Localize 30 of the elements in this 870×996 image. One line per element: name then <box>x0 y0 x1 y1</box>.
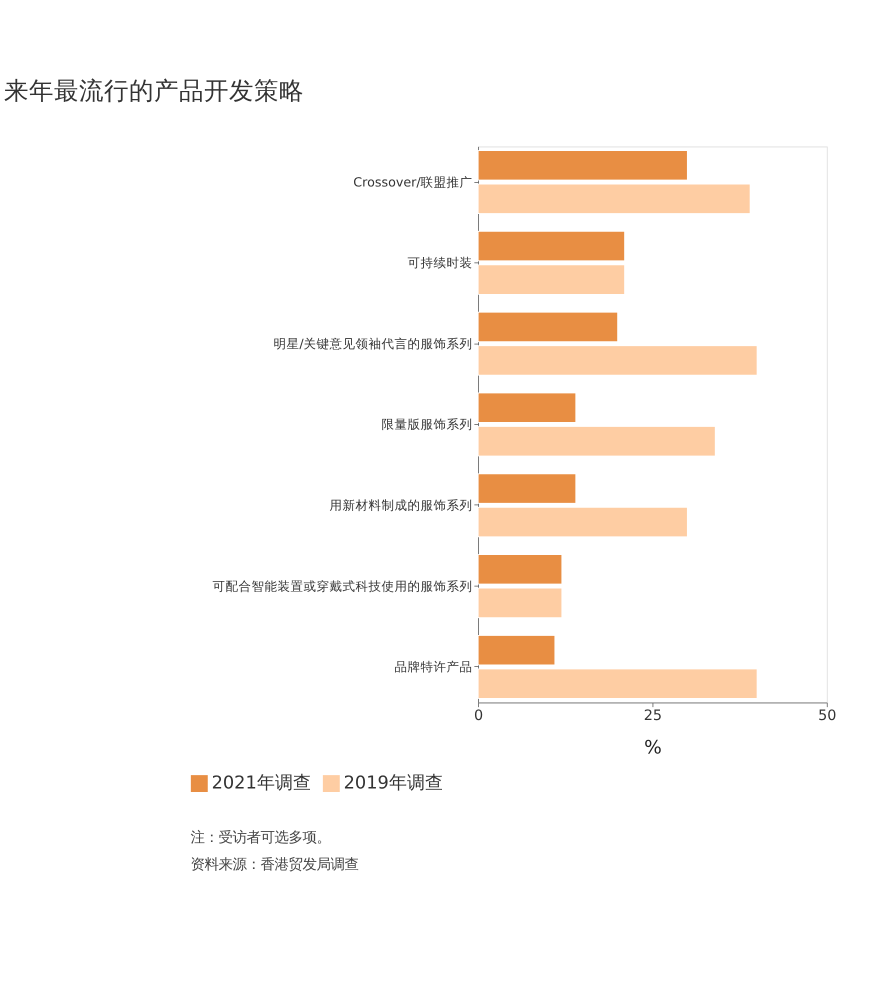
y-tick-label: 品牌特许产品 <box>394 659 473 674</box>
bar <box>478 150 688 180</box>
legend-label: 2019年调查 <box>344 774 443 794</box>
text: 资料来源：香港贸发局调查 <box>190 857 358 874</box>
x-tick-label: 50 <box>818 708 836 724</box>
bar <box>478 264 626 295</box>
bar <box>478 588 562 618</box>
y-tick-label: 明星/关键意见领袖代言的服饰系列 <box>273 336 473 351</box>
x-tick-label: 25 <box>644 708 662 724</box>
bar <box>478 392 576 423</box>
bar <box>478 312 618 342</box>
y-tick-label: 可配合智能装置或穿戴式科技使用的服饰系列 <box>212 578 473 594</box>
bar <box>478 230 626 262</box>
bar <box>478 554 562 585</box>
y-tick-label: Crossover/联盟推广 <box>353 174 473 190</box>
x-axis-title: % <box>644 738 662 759</box>
y-tick-label: 限量版服饰系列 <box>382 416 473 432</box>
bar <box>478 668 758 699</box>
bar <box>478 506 688 538</box>
bar <box>478 184 751 214</box>
bar <box>478 634 556 666</box>
y-tick-label: 可持续时装 <box>408 255 473 270</box>
y-tick-label: 用新材料制成的服饰系列 <box>330 498 473 513</box>
bar <box>478 426 716 456</box>
legend-label: 2021年调查 <box>212 774 311 794</box>
bar <box>478 345 758 376</box>
text: 来年最流行的产品开发策略 <box>4 76 304 106</box>
x-tick-label: 0 <box>474 708 484 724</box>
text: 注：受访者可选多项。 <box>190 830 330 846</box>
bar <box>478 473 576 504</box>
